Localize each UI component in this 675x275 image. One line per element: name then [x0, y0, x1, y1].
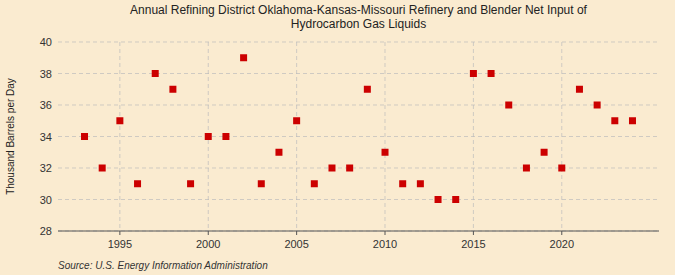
point	[611, 117, 618, 124]
point	[187, 180, 194, 187]
point	[399, 180, 406, 187]
point	[169, 86, 176, 93]
point	[116, 117, 123, 124]
grid	[58, 42, 659, 231]
grid-line-x	[385, 42, 386, 231]
x-tick-label: 2020	[550, 238, 574, 250]
grid-line-y	[58, 136, 659, 137]
point	[505, 102, 512, 109]
grid-line-y	[58, 199, 659, 200]
point	[470, 70, 477, 77]
point	[205, 133, 212, 140]
point	[328, 165, 335, 172]
source: Source: U.S. Energy Information Administ…	[58, 260, 268, 271]
x-tick-label: 2000	[196, 238, 220, 250]
point	[81, 133, 88, 140]
point	[293, 117, 300, 124]
point	[152, 70, 159, 77]
grid-line-x	[561, 42, 562, 231]
y-tick-label: 34	[40, 131, 52, 143]
point	[258, 180, 265, 187]
chart: Annual Refining District Oklahoma-Kansas…	[0, 0, 675, 275]
point	[311, 180, 318, 187]
y-tick-label: 32	[40, 162, 52, 174]
point	[576, 86, 583, 93]
x-tick-label: 2010	[373, 238, 397, 250]
point	[452, 196, 459, 203]
grid-line-y	[58, 73, 659, 74]
x-tick	[119, 231, 120, 235]
grid-line-y	[58, 42, 659, 43]
y-tick-label: 28	[40, 225, 52, 237]
x-tick	[561, 231, 562, 235]
point	[523, 165, 530, 172]
background	[0, 0, 675, 275]
title: Annual Refining District Oklahoma-Kansas…	[130, 3, 588, 31]
point	[417, 180, 424, 187]
x-tick-label: 2015	[461, 238, 485, 250]
point	[541, 149, 548, 156]
x-tick-label: 1995	[108, 238, 132, 250]
y-tick-label: 36	[40, 99, 52, 111]
x-axis-line	[58, 231, 659, 232]
point	[346, 165, 353, 172]
point	[594, 102, 601, 109]
point	[382, 149, 389, 156]
x-tick	[296, 231, 297, 235]
x-tick-label: 2005	[284, 238, 308, 250]
y-axis-label: Thousand Barrels per Day	[5, 78, 16, 195]
point	[134, 180, 141, 187]
x-tick	[473, 231, 474, 235]
point	[275, 149, 282, 156]
point	[558, 165, 565, 172]
point	[435, 196, 442, 203]
point	[240, 54, 247, 61]
y-tick-label: 30	[40, 194, 52, 206]
x-tick	[208, 231, 209, 235]
point	[222, 133, 229, 140]
points	[81, 54, 636, 203]
y-tick-label: 38	[40, 68, 52, 80]
point	[629, 117, 636, 124]
grid-line-x	[296, 42, 297, 231]
grid-line-y	[58, 105, 659, 106]
grid-line-y	[58, 168, 659, 169]
y-tick-label: 40	[40, 36, 52, 48]
point	[488, 70, 495, 77]
point	[364, 86, 371, 93]
point	[99, 165, 106, 172]
grid-line-x	[119, 42, 120, 231]
grid-line-y	[58, 231, 659, 232]
x-tick	[385, 231, 386, 235]
